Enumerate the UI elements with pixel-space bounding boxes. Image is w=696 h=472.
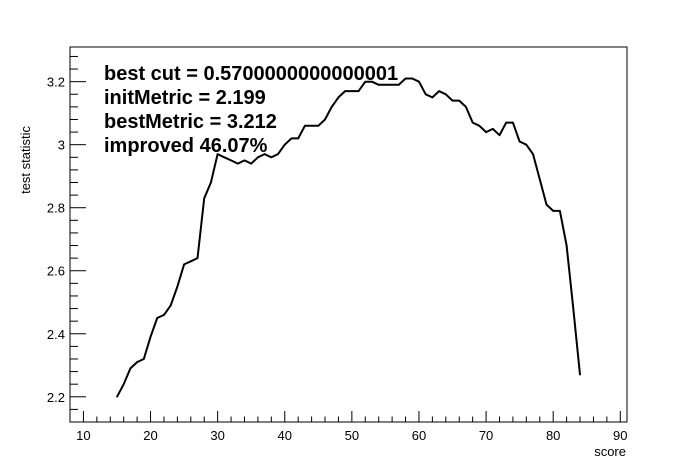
annotation-best-cut: best cut = 0.5700000000000001	[104, 63, 398, 85]
data-point	[270, 156, 273, 159]
data-point	[257, 156, 259, 159]
data-point	[559, 210, 561, 212]
annotation-best-metric: bestMetric = 3.212	[104, 111, 277, 133]
data-point	[351, 90, 353, 92]
x-tick-label: 80	[546, 428, 560, 443]
data-point	[210, 181, 212, 184]
data-point	[565, 244, 568, 247]
data-point	[203, 197, 206, 200]
y-tick-label: 2.8	[47, 201, 65, 216]
data-point	[518, 140, 521, 143]
data-point	[183, 263, 185, 266]
data-point	[216, 153, 219, 155]
plot-frame	[69, 46, 628, 423]
data-point	[398, 84, 400, 86]
x-tick-label: 30	[210, 428, 224, 443]
data-point	[552, 210, 554, 212]
data-point	[149, 336, 152, 338]
data-point	[418, 80, 420, 83]
data-point	[277, 153, 279, 155]
data-point	[478, 124, 481, 127]
y-axis: 2.2 2.4 2.6 2.8 3 3.2	[47, 55, 86, 423]
data-point	[176, 285, 179, 288]
data-point	[579, 373, 581, 376]
x-axis-title: score	[594, 444, 626, 459]
data-point	[136, 361, 138, 363]
y-tick-label: 3	[58, 138, 65, 153]
data-point	[431, 96, 434, 99]
data-point	[263, 153, 266, 155]
data-point	[330, 106, 333, 108]
series-line	[116, 77, 581, 398]
data-point	[169, 304, 172, 307]
data-point	[156, 317, 159, 319]
data-point	[143, 358, 145, 360]
data-point	[163, 314, 165, 316]
x-tick-label: 40	[278, 428, 292, 443]
data-point	[445, 93, 447, 96]
data-point	[310, 124, 313, 127]
x-tick-label: 60	[412, 428, 426, 443]
x-tick-label: 50	[345, 428, 359, 443]
data-point	[532, 153, 534, 155]
data-point	[384, 84, 387, 86]
data-point	[512, 121, 514, 124]
data-point	[236, 162, 239, 165]
data-point	[545, 203, 548, 206]
data-point	[404, 77, 407, 80]
data-point	[451, 99, 454, 102]
data-point	[491, 128, 494, 130]
data-point	[538, 178, 541, 181]
x-tick-label: 20	[143, 428, 157, 443]
data-point	[424, 93, 427, 96]
y-tick-label: 2.2	[47, 390, 65, 405]
data-point	[465, 106, 467, 108]
data-point	[377, 84, 380, 86]
data-point	[129, 367, 132, 370]
data-point	[498, 134, 501, 137]
y-tick-label: 2.6	[47, 264, 65, 279]
x-axis: 10 20 30 40 50 60 70 80 90	[76, 411, 628, 443]
data-point	[243, 159, 246, 162]
data-point	[122, 383, 125, 385]
data-point	[250, 162, 252, 165]
x-tick-label: 10	[76, 428, 90, 443]
data-point	[505, 121, 508, 124]
data-point	[283, 143, 286, 146]
data-point	[485, 131, 487, 133]
data-point	[223, 156, 226, 159]
y-tick-label: 2.4	[47, 327, 65, 342]
data-point	[297, 137, 299, 140]
data-point	[572, 307, 575, 310]
data-point	[458, 99, 461, 102]
data-point	[196, 257, 199, 259]
data-point	[337, 96, 340, 99]
data-point	[230, 159, 232, 162]
annotation-init-metric: initMetric = 2.199	[104, 87, 266, 109]
x-tick-label: 90	[613, 428, 627, 443]
series-layer	[116, 77, 581, 398]
data-point	[411, 77, 414, 80]
data-point	[317, 124, 320, 127]
data-point	[116, 395, 118, 398]
data-point	[364, 80, 367, 83]
data-point	[357, 90, 360, 92]
data-point	[290, 137, 293, 140]
data-point	[324, 118, 326, 121]
y-axis-title: test statistic	[18, 126, 33, 194]
annotation-improved: improved 46.07%	[104, 135, 268, 157]
data-point	[391, 84, 393, 86]
data-point	[304, 124, 306, 127]
data-point	[189, 260, 192, 263]
x-tick-label: 70	[479, 428, 493, 443]
data-point	[438, 90, 440, 92]
data-point	[525, 143, 528, 146]
data-point	[471, 121, 474, 124]
data-point	[344, 90, 346, 92]
y-tick-label: 3.2	[47, 75, 65, 90]
data-point	[371, 80, 373, 83]
